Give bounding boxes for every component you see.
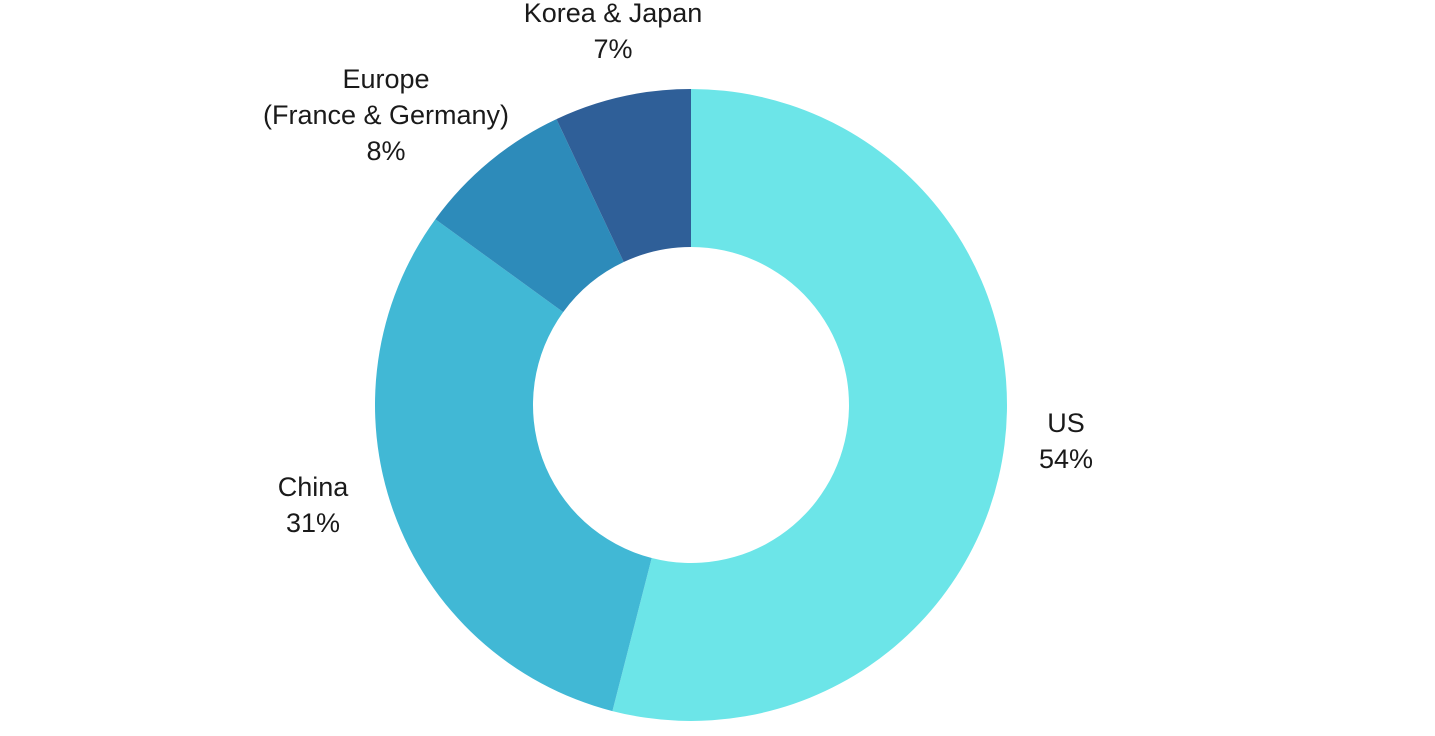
donut-slices — [374, 89, 1008, 721]
donut-slice — [374, 219, 652, 712]
slice-labels: US 54% China 31% Europe (France & Germany) 8% K… — [263, 0, 1093, 538]
slice-label-value: 54% — [1039, 444, 1093, 474]
slice-label-value: 7% — [593, 34, 632, 64]
slice-label-name: Europe — [342, 64, 429, 94]
slice-label: US 54% — [1039, 408, 1093, 474]
donut-slice — [435, 119, 624, 313]
slice-label: China 31% — [278, 472, 350, 538]
donut-slice — [556, 89, 691, 263]
slice-label-value: 8% — [366, 136, 405, 166]
slice-label-value: 31% — [286, 508, 340, 538]
slice-label-name: China — [278, 472, 350, 502]
slice-label-name: (France & Germany) — [263, 100, 509, 130]
slice-label: Korea & Japan 7% — [524, 0, 703, 64]
slice-label-name: US — [1047, 408, 1085, 438]
donut-slice — [612, 89, 1008, 721]
slice-label: Europe (France & Germany) 8% — [263, 64, 509, 166]
slice-label-name: Korea & Japan — [524, 0, 703, 28]
